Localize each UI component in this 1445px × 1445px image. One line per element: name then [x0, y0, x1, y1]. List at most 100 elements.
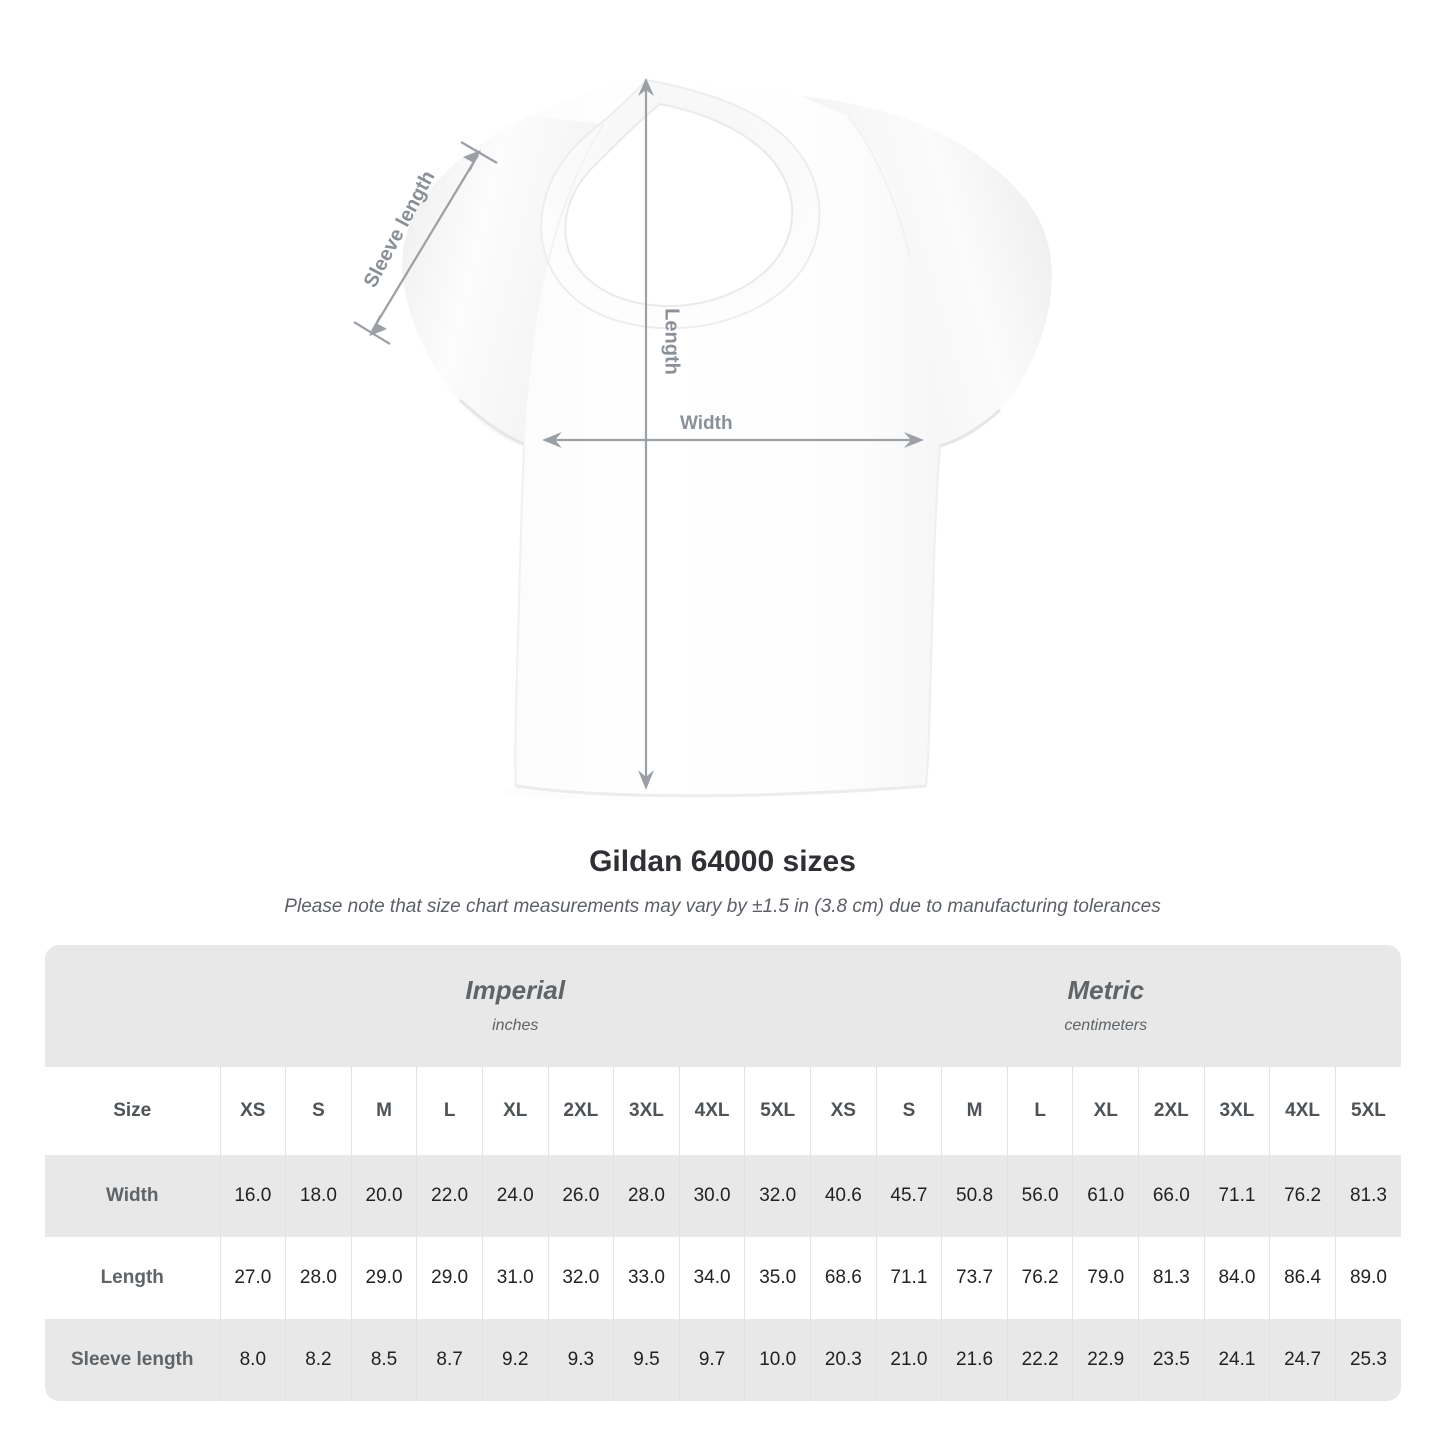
cell-sleeve-length-metric-4xl: 24.7	[1269, 1319, 1336, 1401]
cell-length-metric-xs: 68.6	[810, 1237, 877, 1319]
cell-width-imperial-xl: 24.0	[481, 1155, 549, 1237]
cell-width-metric-2xl: 66.0	[1138, 1155, 1205, 1237]
cell-width-imperial-3xl: 28.0	[613, 1155, 680, 1237]
cell-sleeve-length-metric-l: 22.2	[1006, 1319, 1073, 1401]
cell-width-imperial-l: 22.0	[416, 1155, 483, 1237]
cell-sleeve-length-metric-m: 21.6	[941, 1319, 1008, 1401]
metric-banner-cell: Metric centimeters	[810, 945, 1401, 1067]
sleeve-arrow-head-bottom	[369, 314, 387, 336]
cell-length-imperial-xs: 27.0	[219, 1237, 286, 1319]
size-header-cell-imperial-xs: XS	[219, 1067, 286, 1155]
cell-sleeve-length-imperial-xs: 8.0	[219, 1319, 286, 1401]
collar	[540, 78, 821, 330]
table-row: Length 27.0 28.0 29.0 29.0 31.0 32.0 33.0 34.0 35…	[45, 1237, 1401, 1319]
size-header-cell-metric-3xl: 3XL	[1203, 1067, 1270, 1155]
tshirt-diagram: Sleeve length Length Width	[353, 78, 1052, 800]
cell-sleeve-length-metric-s: 21.0	[875, 1319, 942, 1401]
size-header-cell-imperial-s: S	[285, 1067, 352, 1155]
cell-sleeve-length-imperial-3xl: 9.5	[613, 1319, 680, 1401]
size-header-cell-metric-m: M	[941, 1067, 1008, 1155]
table-row: Sleeve length 8.0 8.2 8.5 8.7 9.2 9.3 9.5 9.7 10.…	[45, 1319, 1401, 1401]
size-chart-table: Imperial inches Metric centimeters Size XS S M L…	[45, 945, 1401, 1401]
cell-length-metric-2xl: 81.3	[1138, 1237, 1205, 1319]
measurement-arrows	[353, 78, 924, 790]
cell-sleeve-length-imperial-5xl: 10.0	[744, 1319, 811, 1401]
cell-width-metric-xl: 61.0	[1072, 1155, 1139, 1237]
banner-spacer-cell	[45, 945, 220, 1067]
row-label-width: Width	[45, 1155, 220, 1237]
size-header-cell-metric-2xl: 2XL	[1138, 1067, 1205, 1155]
cell-length-metric-5xl: 89.0	[1334, 1237, 1401, 1319]
cell-sleeve-length-metric-2xl: 23.5	[1138, 1319, 1205, 1401]
cell-length-imperial-s: 28.0	[285, 1237, 352, 1319]
tshirt-illustration	[353, 78, 1052, 800]
cell-length-metric-4xl: 86.4	[1269, 1237, 1336, 1319]
imperial-banner-title: Imperial	[465, 975, 566, 1005]
cell-width-imperial-2xl: 26.0	[547, 1155, 614, 1237]
size-header-cell-metric-xl: XL	[1072, 1067, 1139, 1155]
cell-width-imperial-m: 20.0	[350, 1155, 417, 1237]
size-header-cell-metric-l: L	[1006, 1067, 1073, 1155]
cell-width-metric-s: 45.7	[875, 1155, 942, 1237]
cell-length-metric-m: 73.7	[941, 1237, 1008, 1319]
length-arrow-head-bottom	[638, 770, 654, 790]
cell-sleeve-length-metric-5xl: 25.3	[1334, 1319, 1401, 1401]
cell-width-metric-5xl: 81.3	[1334, 1155, 1401, 1237]
size-header-cell-metric-5xl: 5XL	[1334, 1067, 1401, 1155]
size-header-cell-imperial-5xl: 5XL	[744, 1067, 811, 1155]
cell-length-imperial-3xl: 33.0	[613, 1237, 680, 1319]
imperial-banner-subtitle: inches	[492, 1017, 539, 1034]
size-header-row: Size XS S M L XL 2XL 3XL 4XL 5XL XS S M L XL 2XL 3XL 4XL 5…	[45, 1067, 1401, 1155]
sleeve-arrow-line	[371, 154, 479, 332]
tolerance-note: Please note that size chart measurements…	[284, 896, 1161, 917]
cell-sleeve-length-imperial-m: 8.5	[350, 1319, 417, 1401]
cell-length-imperial-l: 29.0	[416, 1237, 483, 1319]
row-label-length: Length	[45, 1237, 220, 1319]
cell-sleeve-length-imperial-4xl: 9.7	[678, 1319, 745, 1401]
width-arrow-head-right	[904, 432, 924, 448]
cell-width-imperial-xs: 16.0	[219, 1155, 286, 1237]
unit-banner-row: Imperial inches Metric centimeters	[45, 945, 1401, 1067]
cell-length-imperial-5xl: 35.0	[744, 1237, 811, 1319]
cell-width-metric-4xl: 76.2	[1269, 1155, 1336, 1237]
cell-width-imperial-5xl: 32.0	[744, 1155, 811, 1237]
page-title: Gildan 64000 sizes	[589, 845, 856, 878]
cell-length-imperial-m: 29.0	[350, 1237, 417, 1319]
cell-length-metric-xl: 79.0	[1072, 1237, 1139, 1319]
sleeve-tick-top	[460, 141, 498, 164]
size-header-cell-imperial-3xl: 3XL	[613, 1067, 680, 1155]
cell-sleeve-length-metric-3xl: 24.1	[1203, 1319, 1270, 1401]
cell-sleeve-length-metric-xs: 20.3	[810, 1319, 877, 1401]
size-chart-table-container: Imperial inches Metric centimeters Size XS S M L…	[45, 945, 1401, 1401]
sleeve-tick-bottom	[353, 321, 391, 345]
row-label-sleeve-length: Sleeve length	[45, 1319, 220, 1401]
cell-sleeve-length-imperial-2xl: 9.3	[547, 1319, 614, 1401]
cell-width-imperial-4xl: 30.0	[678, 1155, 745, 1237]
size-header-cell-metric-4xl: 4XL	[1269, 1067, 1336, 1155]
cell-sleeve-length-imperial-l: 8.7	[416, 1319, 483, 1401]
cell-sleeve-length-imperial-s: 8.2	[285, 1319, 352, 1401]
metric-banner-title: Metric	[1067, 975, 1145, 1005]
size-header-label: Size	[45, 1067, 220, 1155]
cell-width-metric-3xl: 71.1	[1203, 1155, 1270, 1237]
table-row: Width 16.0 18.0 20.0 22.0 24.0 26.0 28.0 30.0 32.…	[45, 1155, 1401, 1237]
cell-width-metric-l: 56.0	[1006, 1155, 1073, 1237]
cell-length-metric-l: 76.2	[1006, 1237, 1073, 1319]
size-header-cell-metric-xs: XS	[810, 1067, 877, 1155]
size-header-cell-imperial-4xl: 4XL	[678, 1067, 745, 1155]
imperial-banner-cell: Imperial inches	[220, 945, 811, 1067]
size-header-cell-imperial-m: M	[350, 1067, 417, 1155]
cell-width-imperial-s: 18.0	[285, 1155, 352, 1237]
cell-width-metric-xs: 40.6	[810, 1155, 877, 1237]
cell-sleeve-length-imperial-xl: 9.2	[481, 1319, 549, 1401]
cell-length-metric-3xl: 84.0	[1203, 1237, 1270, 1319]
title-block: Gildan 64000 sizes Please note that size…	[0, 845, 1445, 918]
size-header-cell-imperial-2xl: 2XL	[547, 1067, 614, 1155]
cell-length-imperial-4xl: 34.0	[678, 1237, 745, 1319]
size-header-cell-imperial-xl: XL	[481, 1067, 549, 1155]
cell-length-imperial-xl: 31.0	[481, 1237, 549, 1319]
cell-length-metric-s: 71.1	[875, 1237, 942, 1319]
cell-length-imperial-2xl: 32.0	[547, 1237, 614, 1319]
length-arrow-head-top	[638, 78, 654, 96]
cell-sleeve-length-metric-xl: 22.9	[1072, 1319, 1139, 1401]
